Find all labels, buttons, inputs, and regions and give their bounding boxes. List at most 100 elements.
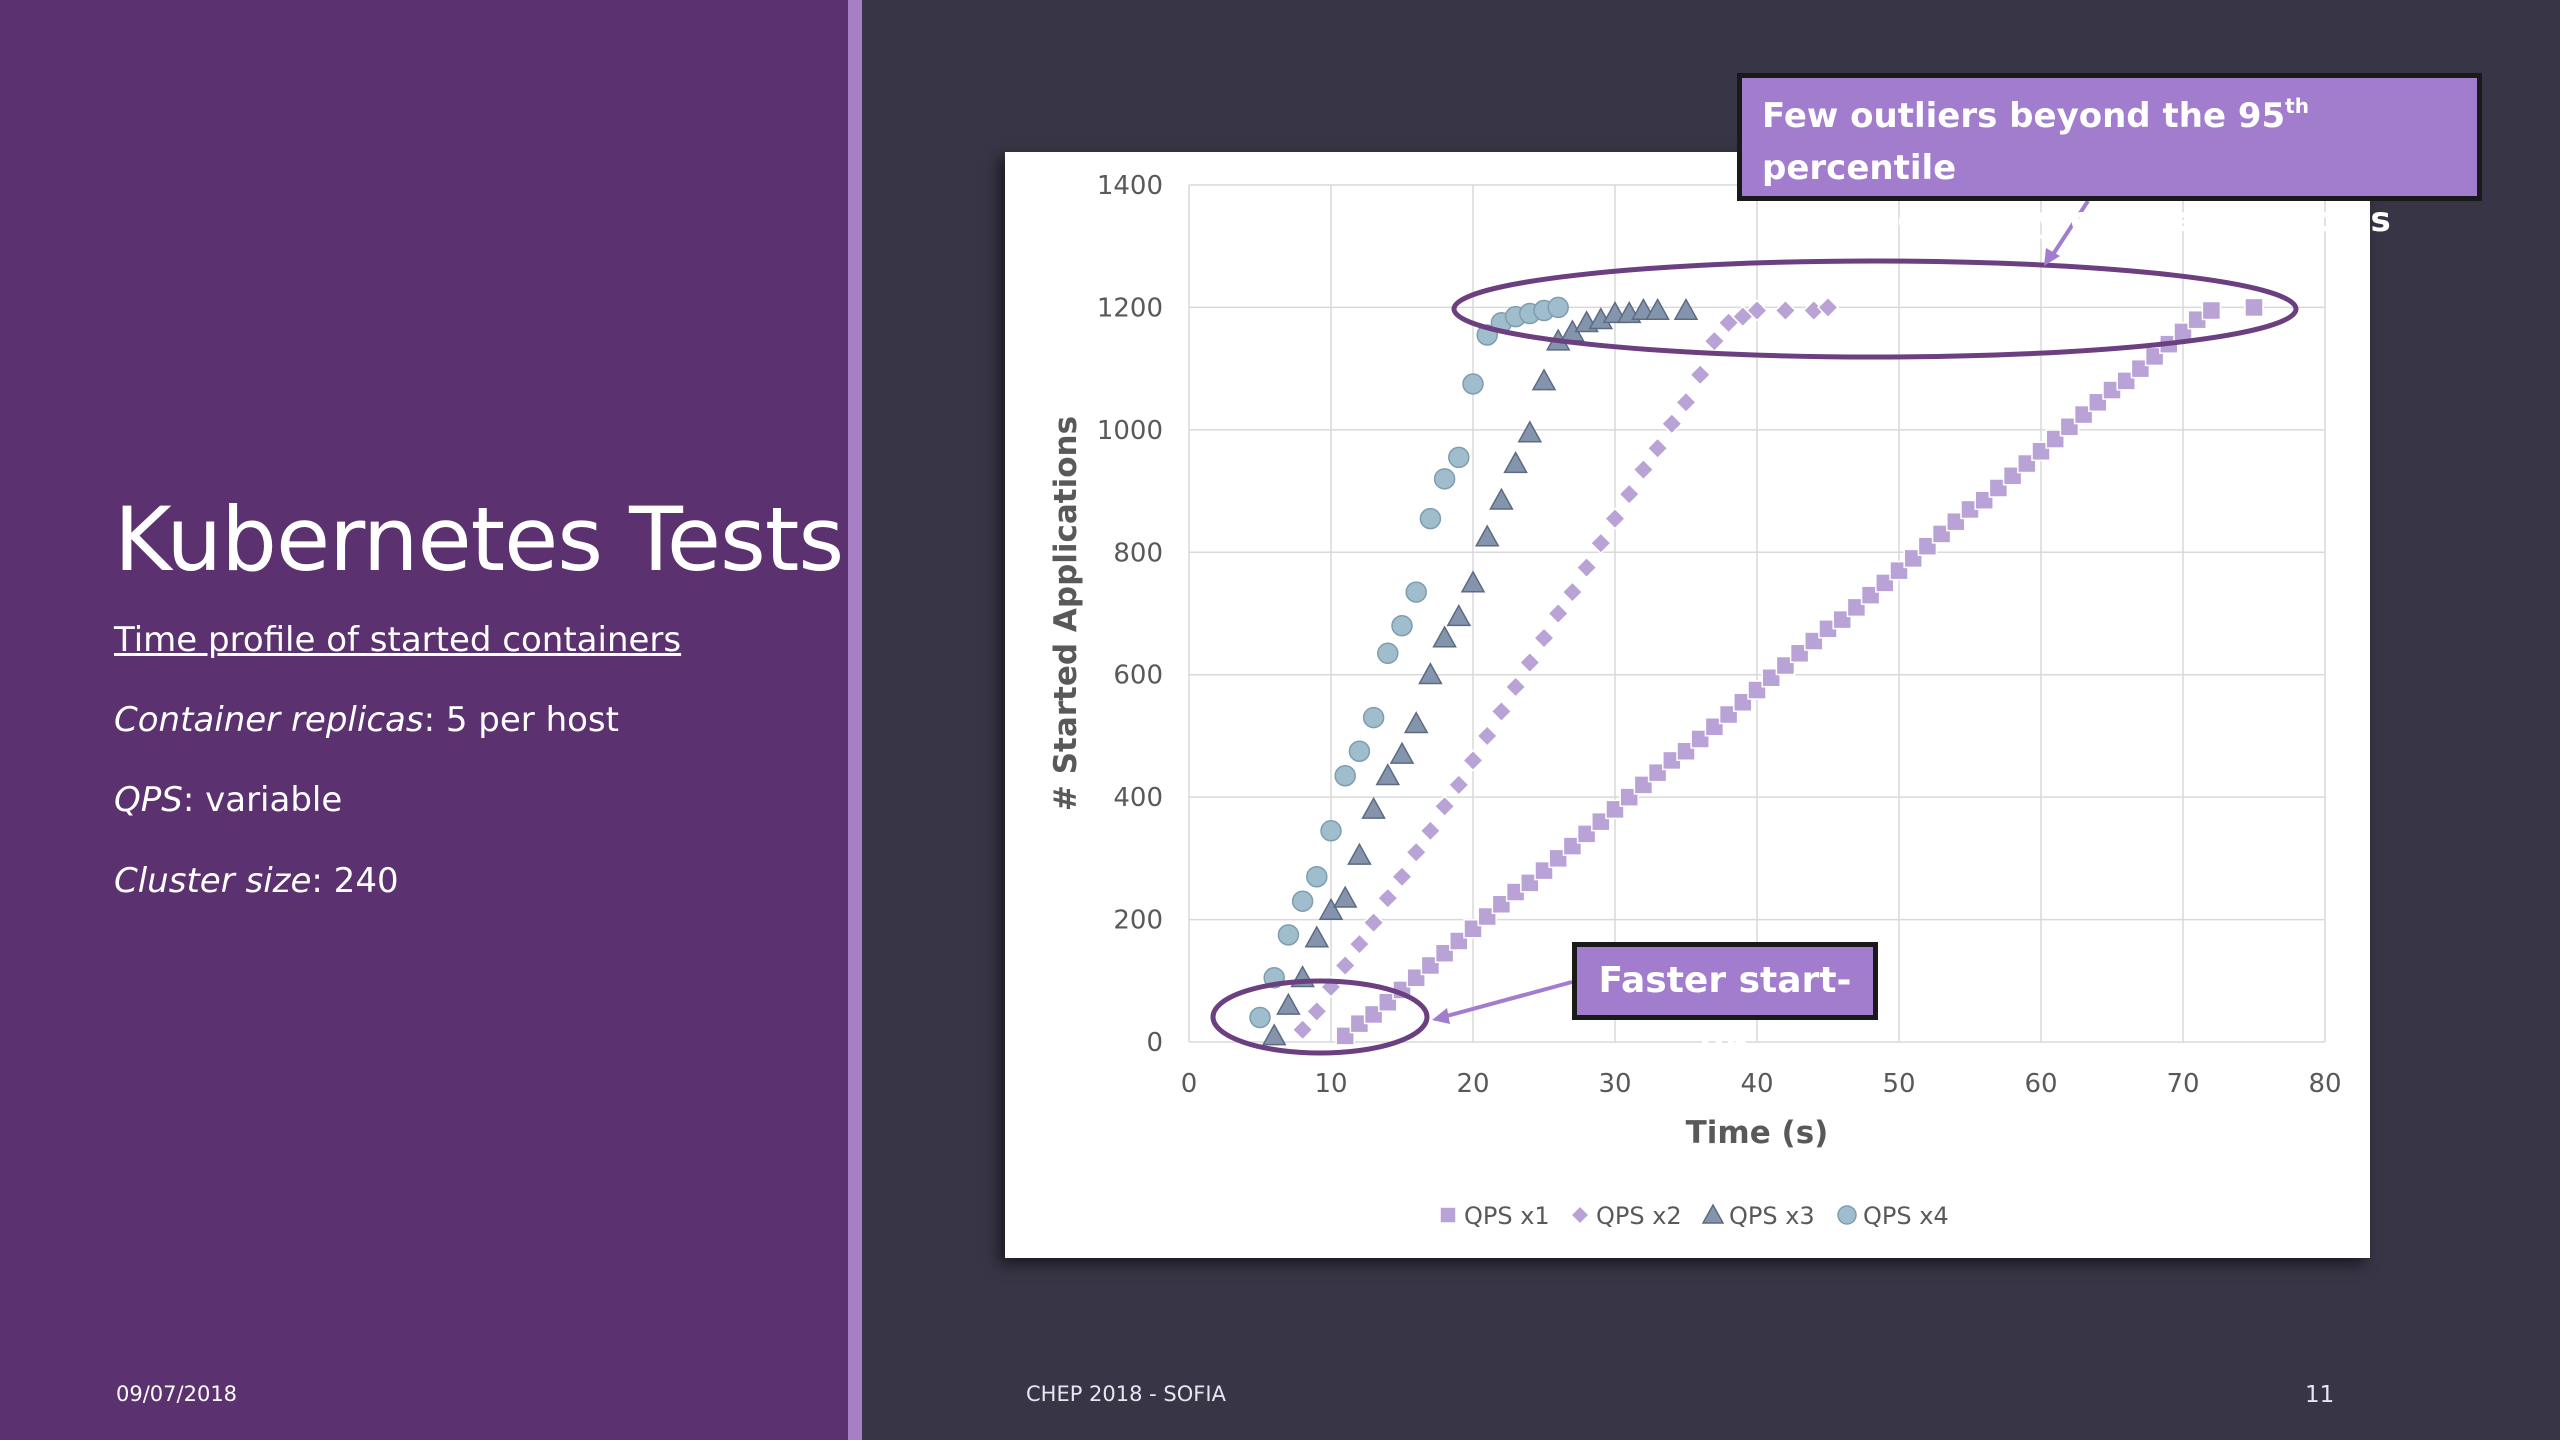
detail-value: : 5 per host [423, 700, 619, 740]
data-point-series-4 [1448, 446, 1470, 469]
data-point-series-4 [1433, 468, 1456, 490]
data-point-series-3 [1389, 741, 1415, 764]
legend-marker-series-1 [1439, 1206, 1457, 1224]
legend-label: QPS x2 [1596, 1202, 1682, 1230]
x-tick-label: 30 [1598, 1069, 1631, 1099]
data-point-series-3 [1318, 897, 1344, 920]
x-tick-label: 80 [2308, 1069, 2341, 1099]
data-point-series-4 [1277, 924, 1300, 946]
data-point-series-2 [1419, 819, 1442, 842]
detail-value: : variable [182, 780, 343, 820]
data-point-series-3 [1403, 711, 1429, 734]
data-point-series-3 [1261, 1023, 1287, 1046]
data-point-series-3 [1460, 570, 1486, 593]
data-point-series-2 [1532, 626, 1556, 650]
data-point-series-3 [1347, 842, 1372, 865]
data-point-series-2 [1589, 532, 1612, 555]
y-tick-label: 800 [1113, 538, 1163, 568]
data-point-series-2 [1476, 724, 1499, 747]
data-point-series-1 [2244, 297, 2264, 318]
legend-marker-series-4 [1837, 1205, 1857, 1225]
detail-qps: QPS: variable [114, 780, 342, 820]
data-point-series-4 [1419, 507, 1442, 530]
legend-marker-series-2 [1569, 1204, 1591, 1226]
data-point-series-3 [1517, 420, 1543, 443]
startup-highlight-ellipse [1210, 978, 1430, 1056]
callout-line-2: No dependency on specific hosts [1762, 200, 2391, 240]
data-point-series-2 [1603, 507, 1627, 530]
data-point-series-2 [1674, 391, 1698, 414]
startup-arrow [1442, 980, 1573, 1019]
data-point-series-2 [1646, 437, 1669, 460]
detail-container-replicas: Container replicas: 5 per host [114, 700, 619, 740]
data-point-series-4 [1462, 373, 1484, 395]
data-point-series-4 [1547, 296, 1569, 319]
data-point-series-2 [1561, 581, 1584, 604]
data-point-series-2 [1291, 1018, 1314, 1041]
data-point-series-3 [1375, 763, 1401, 786]
legend-marker-series-3 [1701, 1203, 1725, 1224]
data-point-series-4 [1334, 764, 1356, 787]
callout-text: Few outliers beyond the 95 [1762, 96, 2286, 136]
title-panel [0, 0, 848, 1440]
callout-superscript: th [2285, 94, 2309, 118]
outliers-arrowhead [2044, 248, 2060, 266]
x-tick-label: 10 [1314, 1069, 1347, 1099]
data-point-series-2 [1504, 675, 1527, 699]
data-point-series-2 [1405, 841, 1428, 864]
detail-value: : 240 [311, 861, 399, 901]
data-point-series-1 [2201, 300, 2222, 321]
y-tick-label: 1000 [1097, 416, 1163, 446]
data-point-series-3 [1361, 796, 1386, 819]
y-tick-label: 0 [1146, 1028, 1163, 1058]
data-point-series-2 [1689, 363, 1712, 386]
x-tick-label: 0 [1181, 1069, 1198, 1099]
data-point-series-4 [1320, 820, 1342, 842]
chart-card: 0 10 20 30 40 50 60 70 80 0 200 400 600 800 1000 1200 14… [1005, 152, 2370, 1258]
data-point-series-2 [1362, 911, 1385, 934]
data-point-series-4 [1291, 890, 1314, 912]
data-point-series-2 [1618, 483, 1641, 506]
data-point-series-2 [1334, 954, 1357, 977]
slide-title: Kubernetes Tests [114, 488, 844, 591]
data-point-series-2 [1632, 458, 1655, 481]
data-point-series-2 [1433, 795, 1456, 818]
data-point-series-2 [1660, 412, 1683, 435]
callout-line-1: Few outliers beyond the 95th percentile [1762, 90, 2457, 194]
data-point-series-4 [1306, 865, 1328, 888]
data-point-series-3 [1432, 625, 1457, 648]
data-point-series-3 [1673, 297, 1699, 321]
data-point-series-2 [1745, 299, 1769, 322]
data-point-series-3 [1446, 604, 1472, 627]
data-point-series-3 [1531, 368, 1557, 391]
footer-event: CHEP 2018 - SOFIA [1026, 1382, 1226, 1406]
x-tick-label: 60 [2024, 1069, 2057, 1099]
data-point-series-4 [1391, 614, 1413, 637]
footer-date: 09/07/2018 [116, 1382, 238, 1406]
legend-label: QPS x3 [1729, 1202, 1815, 1230]
accent-divider [848, 0, 862, 1440]
detail-label: Cluster size [114, 861, 312, 901]
data-point-series-3 [1503, 450, 1528, 474]
x-tick-label: 50 [1882, 1069, 1915, 1099]
data-point-series-3 [1418, 662, 1443, 685]
x-tick-label: 40 [1740, 1069, 1773, 1099]
data-point-series-3 [1304, 925, 1330, 948]
data-point-series-3 [1489, 487, 1514, 510]
data-point-series-2 [1447, 773, 1470, 796]
data-point-series-4 [1405, 581, 1427, 603]
data-point-series-2 [1547, 602, 1570, 625]
startup-callout: Faster start-up [1572, 942, 1878, 1069]
x-tick-label: 70 [2166, 1069, 2199, 1099]
data-point-series-2 [1518, 651, 1541, 674]
data-point-series-2 [1575, 556, 1598, 579]
x-tick-label: 20 [1456, 1069, 1489, 1099]
x-axis-title: Time (s) [1686, 1115, 1829, 1151]
data-point-series-4 [1348, 740, 1371, 762]
data-point-series-3 [1645, 297, 1670, 321]
y-tick-label: 1400 [1097, 171, 1163, 201]
legend-label: QPS x1 [1464, 1202, 1550, 1230]
footer-page-number: 11 [2305, 1382, 2335, 1408]
y-tick-label: 200 [1113, 906, 1163, 936]
data-point-series-2 [1305, 1000, 1328, 1023]
